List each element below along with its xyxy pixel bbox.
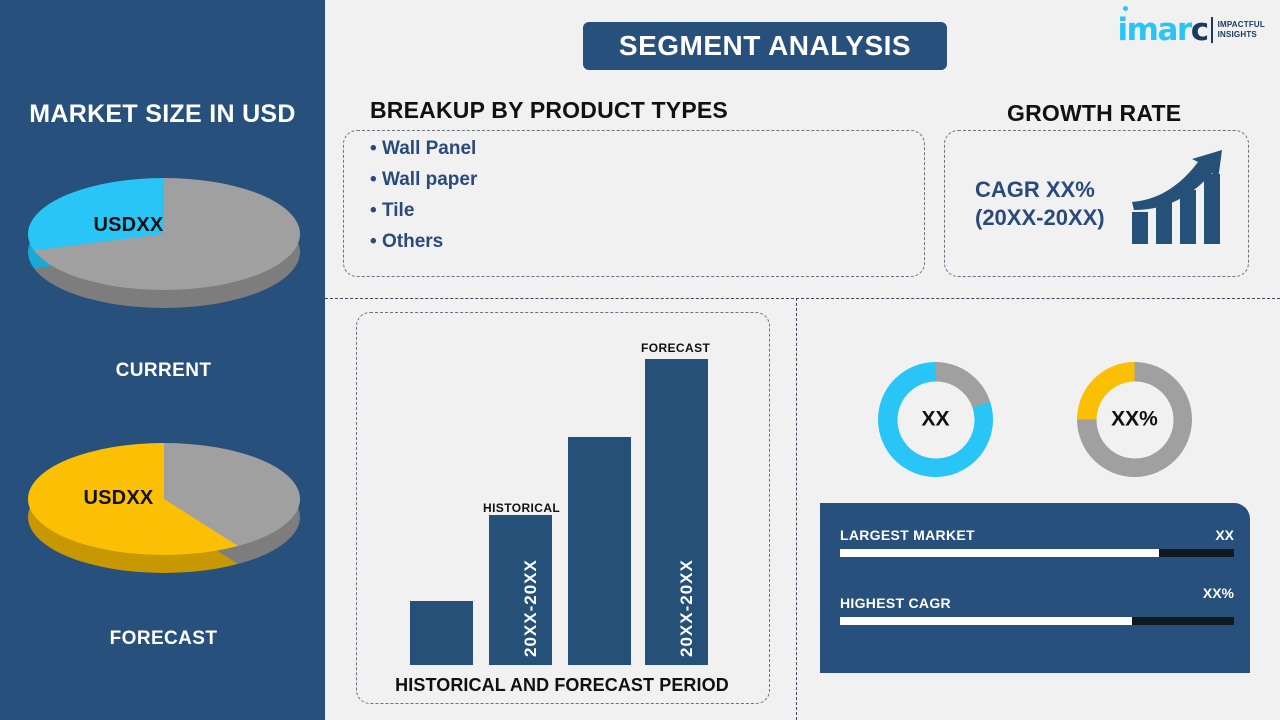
- pie-chart-current: USDXX: [16, 178, 311, 308]
- list-item[interactable]: • Wall Panel: [370, 138, 477, 160]
- growth-rate-heading: GROWTH RATE: [1007, 100, 1182, 126]
- page-title: SEGMENT ANALYSIS: [618, 30, 912, 61]
- kpi-label: HIGHEST CAGR: [840, 595, 951, 611]
- bar-4: 20XX-20XX: [645, 359, 708, 665]
- sidebar-title: MARKET SIZE IN USD: [29, 100, 296, 128]
- donut-2-center: XX%: [1096, 381, 1173, 458]
- bar-3: [568, 437, 631, 665]
- bar-2-period-label: 20XX-20XX: [521, 559, 540, 657]
- horizontal-divider: [325, 298, 1280, 299]
- logo-tagline-line1: IMPACTFUL: [1217, 20, 1265, 29]
- growth-arrow-chart-icon: [1130, 146, 1230, 251]
- donut-2-value: XX%: [1111, 407, 1158, 431]
- product-type-label: Wall Panel: [382, 138, 477, 159]
- forecast-label: FORECAST: [641, 341, 711, 355]
- pie-chart-forecast: USDXX: [16, 443, 311, 573]
- product-type-label: Others: [382, 231, 444, 252]
- imarc-logo: imarc IMPACTFUL INSIGHTS: [1118, 5, 1265, 47]
- market-size-sidebar: MARKET SIZE IN USD USDXX CURRENT USDXX F…: [0, 0, 325, 720]
- kpi-label: LARGEST MARKET: [840, 527, 975, 543]
- period-chart-caption: HISTORICAL AND FORECAST PERIOD: [395, 675, 729, 695]
- historical-label: HISTORICAL: [483, 501, 561, 515]
- donut-1-value: XX: [921, 407, 950, 431]
- pie-forecast-label: USDXX: [83, 487, 154, 509]
- kpi-progress-track: [840, 617, 1234, 625]
- pie-forecast-top: [27, 443, 300, 555]
- kpi-value: XX: [1215, 527, 1234, 543]
- pie-current-caption: CURRENT: [115, 360, 212, 381]
- donut-chart-2: XX%: [1077, 362, 1192, 477]
- cagr-period: (20XX-20XX): [975, 205, 1105, 231]
- kpi-panel: LARGEST MARKET XX HIGHEST CAGR XX%: [820, 503, 1250, 673]
- page-title-banner: SEGMENT ANALYSIS: [583, 22, 947, 70]
- logo-tagline: IMPACTFUL INSIGHTS: [1218, 20, 1265, 40]
- pie-current-label: USDXX: [93, 214, 164, 236]
- bullet-icon: •: [370, 169, 377, 190]
- product-type-label: Wall paper: [382, 169, 478, 190]
- vertical-divider: [796, 298, 797, 720]
- pie-forecast-caption: FORECAST: [109, 628, 218, 649]
- kpi-value: XX%: [1202, 585, 1234, 601]
- cagr-value: CAGR XX%: [975, 177, 1095, 202]
- list-item[interactable]: • Wall paper: [370, 169, 477, 191]
- logo-dot-icon: [1122, 5, 1128, 11]
- kpi-progress-fill: [840, 549, 1160, 557]
- product-types-heading: BREAKUP BY PRODUCT TYPES: [370, 97, 728, 123]
- bar-1: [410, 601, 473, 665]
- pie-current-top: [27, 178, 300, 290]
- product-types-box: [343, 130, 925, 277]
- kpi-progress-track: [840, 549, 1234, 557]
- logo-wordmark: imarc: [1118, 5, 1209, 46]
- bar-2: 20XX-20XX: [489, 515, 552, 665]
- logo-divider: [1210, 17, 1213, 43]
- bullet-icon: •: [370, 138, 377, 159]
- cagr-text: CAGR XX% (20XX-20XX): [975, 176, 1105, 232]
- bar-4-period-label: 20XX-20XX: [677, 559, 696, 657]
- logo-tagline-line2: INSIGHTS: [1217, 30, 1257, 39]
- product-type-label: Tile: [382, 200, 415, 221]
- product-types-list: • Wall Panel • Wall paper • Tile • Others: [370, 138, 477, 262]
- growth-rate-box: [944, 130, 1249, 277]
- list-item[interactable]: • Tile: [370, 200, 477, 222]
- list-item[interactable]: • Others: [370, 231, 477, 253]
- donut-chart-1: XX: [878, 362, 993, 477]
- bullet-icon: •: [370, 200, 377, 221]
- kpi-progress-fill: [840, 617, 1132, 625]
- bullet-icon: •: [370, 231, 377, 252]
- donut-1-center: XX: [897, 381, 974, 458]
